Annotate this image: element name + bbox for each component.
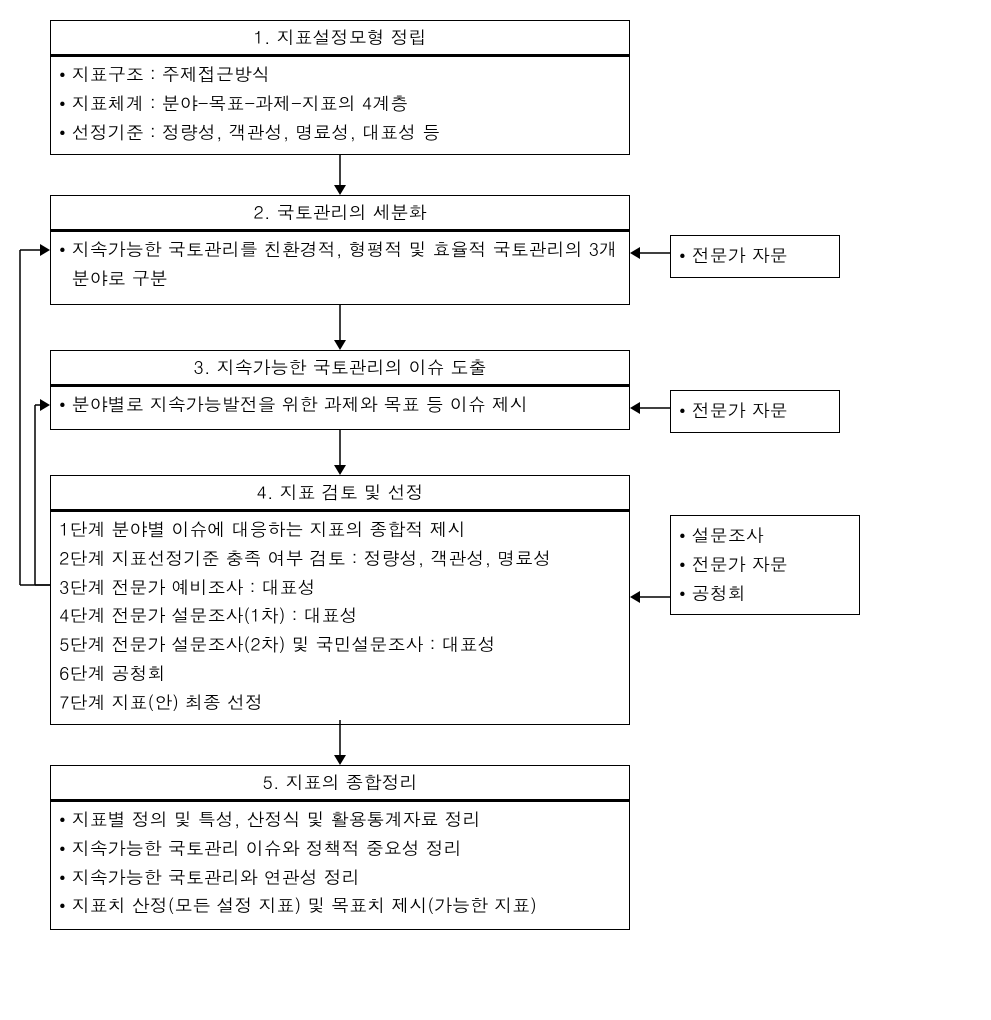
step-1-item-2: 선정기준 : 정량성, 객관성, 명료성, 대표성 등 [72,119,621,148]
step-2-body: •지속가능한 국토관리를 친환경적, 형평적 및 효율적 국토관리의 3개 분야… [51,232,629,300]
step-2-item-0: 지속가능한 국토관리를 친환경적, 형평적 및 효율적 국토관리의 3개 분야로… [72,236,621,294]
step-4-line-3: 4단계 전문가 설문조사(1차) : 대표성 [59,602,621,631]
step-4-line-2: 3단계 전문가 예비조사 : 대표성 [59,574,621,603]
side-note-step-4: •설문조사 •전문가 자문 •공청회 [670,515,860,615]
step-3-item-0: 분야별로 지속가능발전을 위한 과제와 목표 등 이슈 제시 [72,391,621,420]
step-5-item-3: 지표치 산정(모든 설정 지표) 및 목표치 제시(가능한 지표) [72,892,621,921]
step-4-box: 4. 지표 검토 및 선정 1단계 분야별 이슈에 대응하는 지표의 종합적 제… [50,475,630,725]
step-3-body: •분야별로 지속가능발전을 위한 과제와 목표 등 이슈 제시 [51,387,629,426]
side-4-item-0: 설문조사 [692,522,764,551]
step-2-box: 2. 국토관리의 세분화 •지속가능한 국토관리를 친환경적, 형평적 및 효율… [50,195,630,305]
side-3-item-0: 전문가 자문 [692,397,788,426]
step-5-item-0: 지표별 정의 및 특성, 산정식 및 활용통계자료 정리 [72,806,621,835]
side-4-item-1: 전문가 자문 [692,551,788,580]
side-note-step-2: •전문가 자문 [670,235,840,278]
step-5-box: 5. 지표의 종합정리 •지표별 정의 및 특성, 산정식 및 활용통계자료 정… [50,765,630,930]
step-2-title: 2. 국토관리의 세분화 [51,196,629,232]
step-5-item-2: 지속가능한 국토관리와 연관성 정리 [72,864,621,893]
side-note-step-3: •전문가 자문 [670,390,840,433]
step-3-box: 3. 지속가능한 국토관리의 이슈 도출 •분야별로 지속가능발전을 위한 과제… [50,350,630,430]
step-5-body: •지표별 정의 및 특성, 산정식 및 활용통계자료 정리 •지속가능한 국토관… [51,802,629,927]
step-4-line-4: 5단계 전문가 설문조사(2차) 및 국민설문조사 : 대표성 [59,631,621,660]
step-1-title: 1. 지표설정모형 정립 [51,21,629,57]
step-4-line-5: 6단계 공청회 [59,660,621,689]
step-1-item-0: 지표구조 : 주제접근방식 [72,61,621,90]
step-1-box: 1. 지표설정모형 정립 •지표구조 : 주제접근방식 •지표체계 : 분야-목… [50,20,630,155]
step-4-title: 4. 지표 검토 및 선정 [51,476,629,512]
step-3-title: 3. 지속가능한 국토관리의 이슈 도출 [51,351,629,387]
side-2-item-0: 전문가 자문 [692,242,788,271]
step-5-title: 5. 지표의 종합정리 [51,766,629,802]
step-4-body: 1단계 분야별 이슈에 대응하는 지표의 종합적 제시 2단계 지표선정기준 충… [51,512,629,724]
step-4-line-0: 1단계 분야별 이슈에 대응하는 지표의 종합적 제시 [59,516,621,545]
step-5-item-1: 지속가능한 국토관리 이슈와 정책적 중요성 정리 [72,835,621,864]
step-4-line-1: 2단계 지표선정기준 충족 여부 검토 : 정량성, 객관성, 명료성 [59,545,621,574]
step-4-line-6: 7단계 지표(안) 최종 선정 [59,689,621,718]
step-1-item-1: 지표체계 : 분야-목표-과제-지표의 4계층 [72,90,621,119]
side-4-item-2: 공청회 [692,580,746,609]
step-1-body: •지표구조 : 주제접근방식 •지표체계 : 분야-목표-과제-지표의 4계층 … [51,57,629,153]
